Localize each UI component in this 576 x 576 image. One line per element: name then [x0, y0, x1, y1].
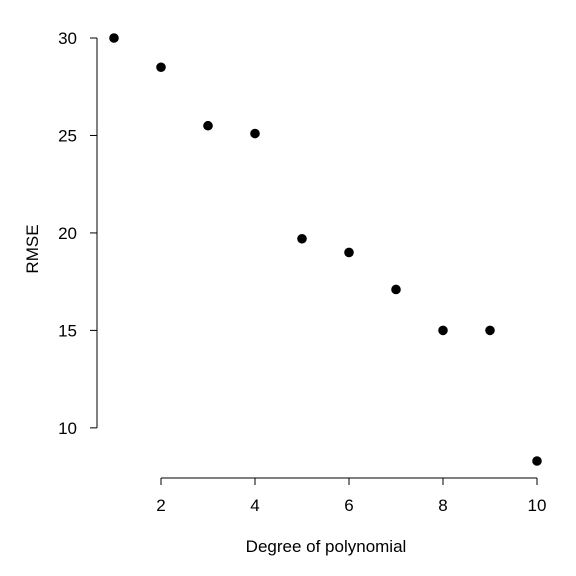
data-point	[532, 456, 542, 466]
x-tick-label: 4	[250, 496, 259, 515]
y-tick-label: 25	[58, 126, 77, 145]
data-point	[344, 247, 354, 258]
x-axis-title: Degree of polynomial	[246, 537, 407, 556]
data-point	[485, 325, 495, 336]
data-points	[109, 33, 542, 466]
y-tick-label: 30	[58, 29, 77, 48]
data-point	[297, 233, 307, 244]
data-point	[250, 128, 260, 139]
data-point	[156, 62, 166, 73]
y-tick-label: 15	[58, 321, 77, 340]
y-tick-label: 10	[58, 419, 77, 438]
y-axis-title: RMSE	[23, 224, 42, 273]
y-tick-label: 20	[58, 224, 77, 243]
x-tick-label: 2	[156, 496, 165, 515]
x-tick-label: 8	[438, 496, 447, 515]
x-tick-label: 10	[528, 496, 547, 515]
x-tick-label: 6	[344, 496, 353, 515]
x-axis: 2 4 6 8 10	[156, 477, 547, 515]
y-axis: 10 15 20 25 30	[58, 29, 98, 438]
data-point	[438, 325, 448, 336]
data-point	[203, 120, 213, 131]
data-point	[391, 284, 401, 295]
data-point	[109, 33, 119, 43]
